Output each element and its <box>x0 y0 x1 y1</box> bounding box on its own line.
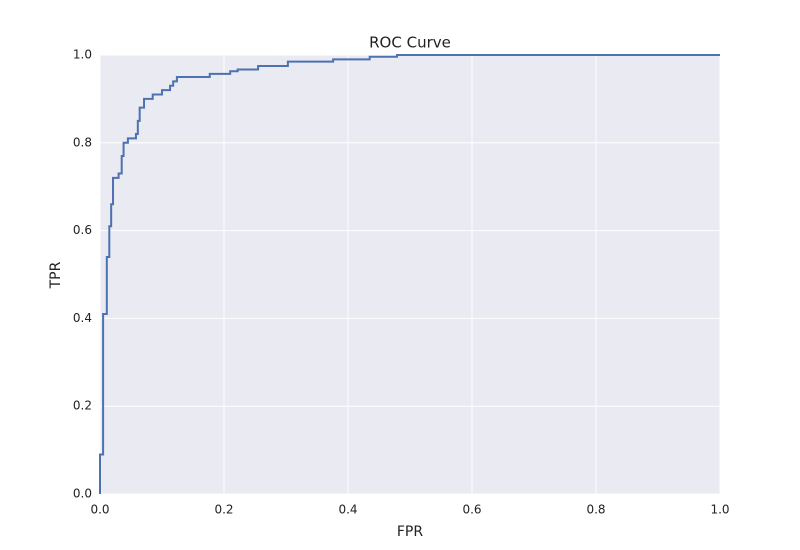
y-tick-label: 0.6 <box>73 223 92 237</box>
y-tick-label: 0.2 <box>73 399 92 413</box>
x-tick-label: 0.6 <box>462 503 481 517</box>
x-tick-label: 0.2 <box>214 503 233 517</box>
x-axis-label: FPR <box>397 524 423 540</box>
roc-line <box>99 54 720 494</box>
y-axis-label: TPR <box>48 261 64 289</box>
y-tick-label: 1.0 <box>73 48 92 62</box>
x-tick-label: 0.4 <box>338 503 357 517</box>
plot-area <box>100 55 720 494</box>
x-tick-label: 1.0 <box>710 503 729 517</box>
y-tick-label: 0.0 <box>73 487 92 501</box>
y-tick-label: 0.4 <box>73 311 92 325</box>
chart-title: ROC Curve <box>369 34 451 52</box>
x-tick-label: 0.8 <box>586 503 605 517</box>
y-tick-label: 0.8 <box>73 135 92 149</box>
x-tick-label: 0.0 <box>90 503 109 517</box>
